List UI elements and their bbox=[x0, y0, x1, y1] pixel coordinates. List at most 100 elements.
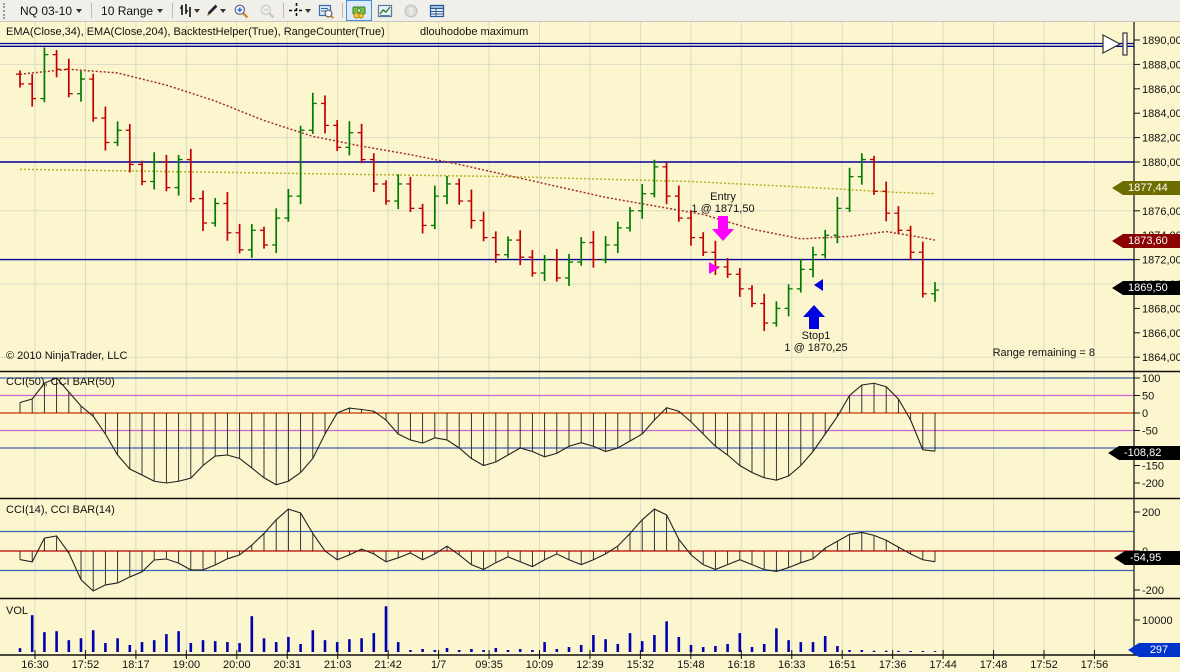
dollar-button[interactable]: $ bbox=[398, 0, 424, 21]
time-label: 17:52 bbox=[1030, 659, 1058, 671]
chevron-down-icon bbox=[76, 8, 83, 13]
time-label: 17:44 bbox=[929, 659, 957, 671]
time-label: 1/7 bbox=[430, 659, 447, 671]
volume-panel-label: VOL bbox=[6, 605, 29, 617]
chart-plot[interactable]: 1890,00 1888,00 1886,00 1884,00 1882,00 1880,… bbox=[0, 22, 1180, 672]
data-grid-button[interactable] bbox=[424, 0, 450, 21]
time-label: 18:17 bbox=[122, 659, 150, 671]
entry-annotation: Entry 1 @ 1871,50 bbox=[676, 191, 770, 215]
cci14-plot bbox=[19, 508, 936, 592]
axis-tick-label: 50 bbox=[1142, 391, 1154, 403]
drawing-tools-icon bbox=[207, 4, 218, 16]
zoom-out-button[interactable] bbox=[254, 0, 280, 21]
data-grid-icon bbox=[429, 4, 445, 17]
indicator-label: EMA(Close,34), EMA(Close,204), BacktestH… bbox=[6, 26, 385, 38]
time-label: 16:51 bbox=[828, 659, 856, 671]
entry-label: Entry bbox=[710, 191, 736, 203]
chart-style-button[interactable] bbox=[176, 0, 202, 21]
data-box-button[interactable] bbox=[313, 0, 339, 21]
entry-price-label: 1 @ 1871,50 bbox=[691, 203, 755, 215]
stop-label: Stop1 bbox=[801, 330, 831, 342]
price-axis: 1890,00 1888,00 1886,00 1884,00 1882,00 1880,… bbox=[34, 22, 1180, 659]
crosshair-icon bbox=[289, 3, 305, 18]
interval-label: 10 Range bbox=[101, 3, 154, 18]
volume-value-badge: 297 bbox=[1128, 643, 1180, 657]
max-line-label: dlouhodobe maximum bbox=[420, 26, 529, 38]
dollar-icon: $ bbox=[404, 4, 418, 17]
time-label: 15:48 bbox=[677, 659, 705, 671]
time-label: 16:18 bbox=[727, 659, 756, 671]
axis-tick-label: 1886,00 bbox=[1142, 84, 1180, 96]
axis-tick-label: 200 bbox=[1142, 507, 1160, 519]
volume-bars bbox=[18, 606, 937, 652]
range-remaining-label: Range remaining = 8 bbox=[992, 347, 1095, 359]
axis-tick-label: 100 bbox=[1142, 373, 1160, 385]
svg-text:$: $ bbox=[409, 6, 414, 16]
time-label: 15:32 bbox=[626, 659, 655, 671]
chart-trader-button[interactable] bbox=[346, 0, 373, 21]
time-label: 17:48 bbox=[979, 659, 1008, 671]
cci50-plot bbox=[19, 377, 936, 486]
zoom-in-icon bbox=[234, 4, 249, 18]
price-bars bbox=[16, 47, 939, 332]
axis-tick-label: -200 bbox=[1142, 478, 1164, 490]
data-box-icon bbox=[318, 4, 334, 19]
time-label: 19:00 bbox=[172, 659, 201, 671]
axis-tick-label: 0 bbox=[1142, 408, 1148, 420]
cci50-value-badge: -108,82 bbox=[1108, 446, 1180, 460]
interval-selector[interactable]: 10 Range bbox=[95, 3, 169, 19]
time-label: 16:30 bbox=[21, 659, 49, 671]
stop-arrow-icon bbox=[803, 305, 825, 329]
chart-window-button[interactable] bbox=[372, 0, 398, 21]
chevron-down-icon bbox=[220, 8, 227, 13]
stop-fill-icon bbox=[814, 279, 823, 291]
cci50-panel-label: CCI(50), CCI BAR(50) bbox=[6, 376, 115, 388]
last-price-badge: 1869,50 bbox=[1112, 281, 1180, 295]
toolbar-separator bbox=[283, 3, 285, 18]
gridlines bbox=[0, 22, 1134, 655]
time-label: 20:31 bbox=[273, 659, 302, 671]
cci14-value-badge: -54,95 bbox=[1114, 551, 1180, 565]
axis-tick-label: 1864,00 bbox=[1142, 352, 1180, 364]
time-label: 16:33 bbox=[777, 659, 806, 671]
chart-style-icon bbox=[180, 4, 191, 17]
zoom-in-button[interactable] bbox=[228, 0, 254, 21]
time-label: 12:39 bbox=[576, 659, 604, 671]
toolbar-separator bbox=[342, 3, 344, 18]
time-label: 20:00 bbox=[223, 659, 251, 671]
ema204-value-badge: 1877,44 bbox=[1112, 181, 1180, 195]
time-label: 17:36 bbox=[878, 659, 907, 671]
axis-tick-label: 1868,00 bbox=[1142, 303, 1180, 315]
axis-tick-label: 1888,00 bbox=[1142, 59, 1180, 71]
zoom-out-icon bbox=[260, 4, 275, 18]
stop-price-label: 1 @ 1870,25 bbox=[784, 342, 848, 354]
axis-tick-label: 1866,00 bbox=[1142, 328, 1180, 340]
chevron-down-icon bbox=[157, 8, 164, 13]
entry-fill-icon bbox=[709, 262, 719, 274]
drawing-tools-button[interactable] bbox=[202, 0, 228, 21]
ema34-value-badge: 1873,60 bbox=[1112, 234, 1180, 248]
time-label: 09:35 bbox=[475, 659, 503, 671]
time-axis: 16:30 17:52 18:17 19:00 20:00 20:31 21:03 21:42… bbox=[0, 656, 1180, 672]
axis-tick-label: 1876,00 bbox=[1142, 206, 1180, 218]
ema-34-line bbox=[19, 68, 936, 241]
trade-markers bbox=[709, 216, 825, 329]
panel-separators bbox=[0, 370, 1180, 656]
time-label: 21:42 bbox=[374, 659, 402, 671]
time-label: 17:56 bbox=[1080, 659, 1109, 671]
chart-area: 1890,00 1888,00 1886,00 1884,00 1882,00 1880,… bbox=[0, 22, 1180, 672]
instrument-selector[interactable]: NQ 03-10 bbox=[14, 3, 88, 19]
instrument-label: NQ 03-10 bbox=[20, 3, 73, 18]
axis-tick-label: -50 bbox=[1142, 426, 1158, 438]
chart-trader-icon bbox=[352, 6, 366, 19]
axis-tick-label: -200 bbox=[1142, 585, 1164, 597]
entry-arrow-icon bbox=[712, 216, 734, 241]
crosshair-button[interactable] bbox=[287, 0, 313, 21]
cci14-panel-label: CCI(14), CCI BAR(14) bbox=[6, 504, 115, 516]
scroll-to-end-marker[interactable] bbox=[1102, 32, 1128, 56]
axis-tick-label: 1880,00 bbox=[1142, 157, 1180, 169]
toolbar-grip[interactable] bbox=[3, 2, 10, 19]
time-label: 10:09 bbox=[525, 659, 554, 671]
chart-window-icon bbox=[377, 4, 393, 17]
axis-tick-label: 10000 bbox=[1142, 615, 1173, 627]
